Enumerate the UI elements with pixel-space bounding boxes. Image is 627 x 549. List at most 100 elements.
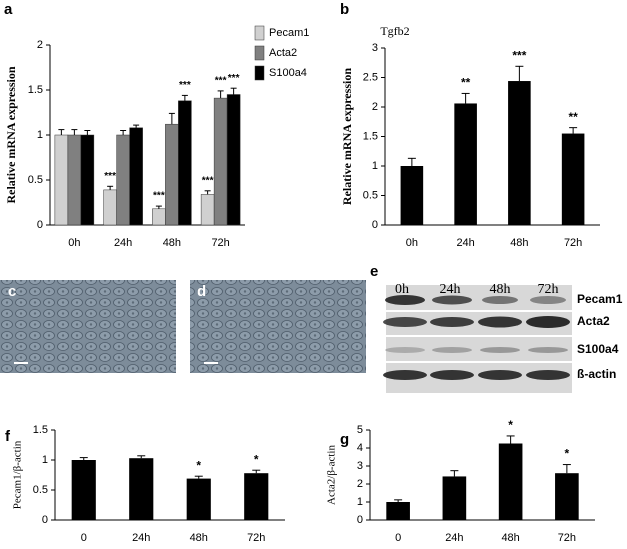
lane-label: 0h [395,282,409,297]
lane-label: 72h [538,282,559,297]
x-tick-label: 0h [406,237,418,249]
y-tick-label: 3 [372,42,378,54]
bar [129,127,143,226]
y-tick-label: 0 [42,514,48,526]
significance: *** [153,191,165,202]
y-tick-label: 1.5 [363,130,378,142]
significance: *** [228,73,240,84]
bar [129,458,154,520]
legend-swatch [254,45,265,61]
bar [71,460,96,520]
x-tick-label: 48h [190,532,208,544]
y-tick-label: 1 [357,496,363,508]
y-tick-label: 2 [372,101,378,113]
significance: ** [568,110,578,124]
x-tick-label: 72h [211,237,229,249]
x-tick-label: 0h [68,237,80,249]
x-tick-label: 48h [501,532,519,544]
x-tick-label: 72h [564,237,582,249]
bar [555,473,579,520]
bar [442,476,467,520]
y-tick-label: 1 [37,129,43,141]
bar [178,100,192,226]
legend-swatch [254,25,265,41]
panel-label: a [4,1,13,18]
significance: ** [461,76,471,90]
x-tick-label: 24h [114,237,132,249]
y-tick-label: 2.5 [363,71,378,83]
x-tick-label: 72h [558,532,576,544]
chart-title: Tgfb2 [380,24,409,38]
row-label: Acta2 [577,314,610,328]
significance: *** [202,175,214,186]
significance: *** [179,80,191,91]
y-tick-label: 0 [357,514,363,526]
y-tick-label: 2 [37,39,43,51]
legend-label: Pecam1 [269,27,309,39]
bar [561,133,585,225]
x-tick-label: 0 [81,532,87,544]
bar [80,134,95,226]
significance: * [508,418,513,432]
row-label: S100a4 [577,342,619,356]
bar [103,189,117,226]
panel-label: d [197,283,206,300]
blot-bands [383,295,570,380]
bar [67,134,82,226]
panel-label: f [5,428,11,445]
bar [54,134,69,226]
y-tick-label: 0 [372,219,378,231]
significance: * [565,447,570,461]
bar [244,473,269,520]
y-tick-label: 0 [37,219,43,231]
bar [200,194,215,226]
x-tick-label: 24h [456,237,474,249]
lane-label: 24h [440,282,461,297]
legend-swatch [254,65,265,81]
bar [498,443,523,520]
x-tick-label: 24h [132,532,150,544]
y-tick-label: 0.5 [363,189,378,201]
x-tick-label: 24h [445,532,463,544]
bar [152,208,166,226]
bar [165,123,179,226]
bar [400,166,424,225]
lane-label: 48h [490,282,511,297]
significance: *** [104,171,116,182]
legend-label: Acta2 [269,47,297,59]
panel-label: g [340,431,349,448]
bar [508,81,531,225]
significance: *** [215,76,227,87]
bar [386,502,410,520]
x-tick-label: 48h [510,237,528,249]
row-label: ß-actin [577,367,616,381]
row-label: Pecam1 [577,292,623,306]
x-tick-label: 72h [247,532,265,544]
bar [213,97,228,226]
significance: *** [512,48,526,62]
micrograph [0,280,176,373]
y-tick-label: 0.5 [28,174,43,186]
y-tick-label: 0.5 [33,484,48,496]
x-tick-label: 48h [163,237,181,249]
panel-label: c [8,283,16,300]
y-tick-label: 1.5 [33,424,48,436]
x-tick-label: 0 [395,532,401,544]
y-axis-label: Relative mRNA expression [4,66,18,203]
y-tick-label: 3 [357,460,363,472]
y-axis-label: Pecam1/β-actin [12,440,24,509]
y-axis-label: Acta2/β-actin [326,445,338,505]
significance: * [196,458,201,472]
y-tick-label: 4 [357,442,363,454]
bar [454,103,477,225]
legend-label: S100a4 [269,67,307,79]
y-tick-label: 1 [372,160,378,172]
y-tick-label: 2 [357,478,363,490]
panel-label: b [340,1,349,18]
panel-label: e [370,263,378,280]
significance: * [254,452,259,466]
y-tick-label: 1 [42,454,48,466]
micrograph [190,280,366,373]
